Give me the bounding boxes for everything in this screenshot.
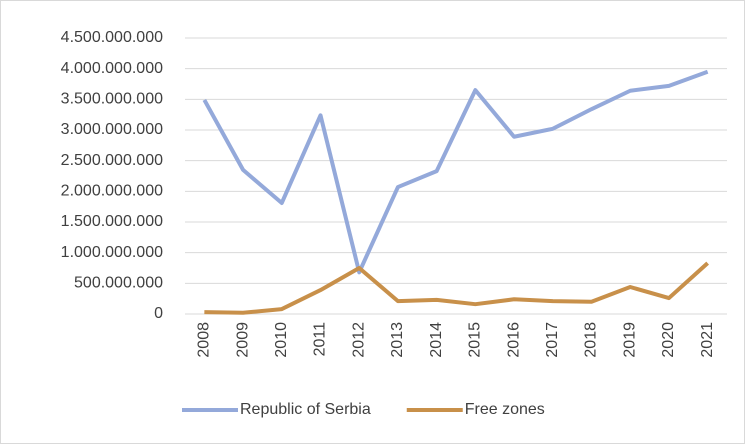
x-tick-label: 2020	[660, 322, 677, 358]
x-tick-label: 2019	[621, 322, 638, 358]
x-tick-label: 2011	[312, 322, 329, 357]
x-tick-label: 2008	[196, 322, 213, 358]
y-tick-label: 500.000.000	[74, 275, 163, 292]
y-tick-label: 3.500.000.000	[61, 91, 163, 108]
x-tick-label: 2018	[583, 322, 600, 358]
y-tick-label: 2.500.000.000	[61, 152, 163, 169]
legend-label: Republic of Serbia	[240, 401, 371, 418]
x-tick-label: 2010	[273, 322, 290, 358]
x-tick-label: 2017	[544, 322, 561, 358]
x-tick-label: 2021	[699, 322, 716, 358]
x-tick-label: 2016	[505, 322, 522, 358]
y-tick-label: 0	[154, 305, 163, 322]
y-tick-label: 2.000.000.000	[61, 183, 163, 200]
x-tick-label: 2012	[350, 322, 367, 358]
y-tick-label: 4.000.000.000	[61, 60, 163, 77]
x-tick-label: 2014	[428, 322, 445, 358]
y-tick-label: 1.000.000.000	[61, 244, 163, 261]
y-tick-label: 3.000.000.000	[61, 121, 163, 138]
x-tick-label: 2009	[234, 322, 251, 358]
x-tick-label: 2015	[467, 322, 484, 358]
legend-label: Free zones	[465, 401, 545, 418]
x-tick-label: 2013	[389, 322, 406, 358]
series-line	[204, 261, 709, 315]
series-line	[202, 69, 709, 275]
y-tick-label: 4.500.000.000	[61, 29, 163, 46]
y-tick-label: 1.500.000.000	[61, 213, 163, 230]
